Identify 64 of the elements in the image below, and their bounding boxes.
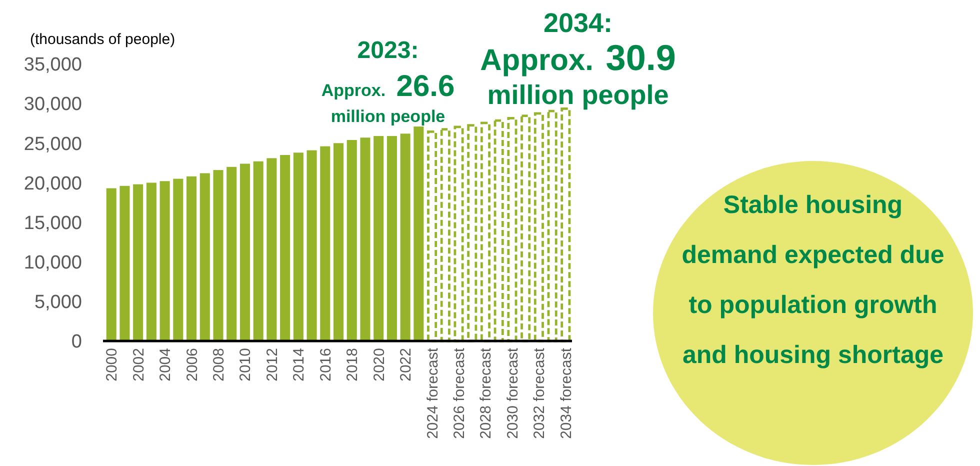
- x-tick-label: 2012: [264, 348, 281, 382]
- x-tick-label: 2028 forecast: [478, 347, 495, 439]
- bar: [374, 136, 384, 341]
- y-tick-label: 15,000: [24, 212, 82, 234]
- bar: [427, 130, 438, 342]
- bar: [534, 112, 544, 342]
- x-tick-label: 2002: [130, 348, 148, 382]
- y-tick-label: 20,000: [24, 173, 82, 194]
- bar: [280, 155, 290, 341]
- y-axis-title: (thousands of people): [30, 31, 176, 48]
- x-tick-label: 2024 forecast: [424, 347, 442, 439]
- bar: [226, 166, 237, 341]
- bar: [253, 161, 264, 341]
- bar: [454, 126, 464, 342]
- bar: [467, 124, 478, 342]
- bar: [333, 143, 344, 341]
- bar: [560, 108, 571, 342]
- annotation: 2023: Approx. 26.6 million people: [321, 37, 455, 126]
- bar: [186, 176, 197, 341]
- bar: [507, 117, 518, 342]
- bar: [494, 119, 504, 342]
- bar: [240, 164, 250, 341]
- bar: [146, 182, 156, 341]
- x-tick-label: 2008: [210, 348, 228, 382]
- bar: [266, 158, 277, 341]
- bar: [320, 146, 330, 341]
- x-tick-label: 2032 forecast: [531, 347, 548, 439]
- y-tick-label: 30,000: [24, 94, 82, 116]
- x-tick-label: 2000: [104, 348, 121, 382]
- bar: [400, 134, 410, 341]
- bar: [200, 173, 210, 341]
- x-tick-label: 2006: [184, 348, 201, 382]
- x-tick-label: 2020: [370, 348, 388, 382]
- x-tick-label: 2018: [344, 348, 362, 382]
- y-tick-label: 10,000: [24, 252, 82, 274]
- x-tick-label: 2026 forecast: [451, 347, 468, 439]
- x-tick-label: 2030 forecast: [504, 347, 522, 439]
- bar: [293, 152, 304, 341]
- x-tick-label: 2010: [237, 348, 254, 382]
- bar: [120, 186, 130, 341]
- x-tick-label: 2004: [157, 348, 174, 382]
- bar: [306, 150, 317, 341]
- x-tick-label: 2014: [290, 348, 308, 382]
- bar: [386, 136, 397, 341]
- x-tick-label: 2022: [398, 348, 415, 382]
- y-tick-label: 5,000: [34, 292, 82, 314]
- bar: [480, 122, 490, 342]
- bar: [213, 170, 224, 341]
- y-tick-label: 35,000: [24, 54, 82, 76]
- bar: [547, 110, 558, 342]
- bar: [440, 128, 450, 342]
- bar: [414, 126, 424, 341]
- bar: [160, 181, 170, 341]
- annotation: 2034: Approx. 30.9 million people: [480, 8, 676, 110]
- bar: [133, 184, 144, 341]
- y-tick-label: 0: [71, 332, 82, 353]
- y-tick-label: 25,000: [24, 134, 82, 155]
- text: Stable housing demand expected due to population growth and housing shortage: [682, 191, 944, 369]
- bar: [346, 140, 357, 341]
- x-tick-label: 2034 forecast: [558, 347, 575, 439]
- bar: [173, 178, 184, 341]
- x-tick-label: 2016: [317, 348, 334, 382]
- bar: [360, 138, 370, 341]
- bar: [106, 188, 116, 341]
